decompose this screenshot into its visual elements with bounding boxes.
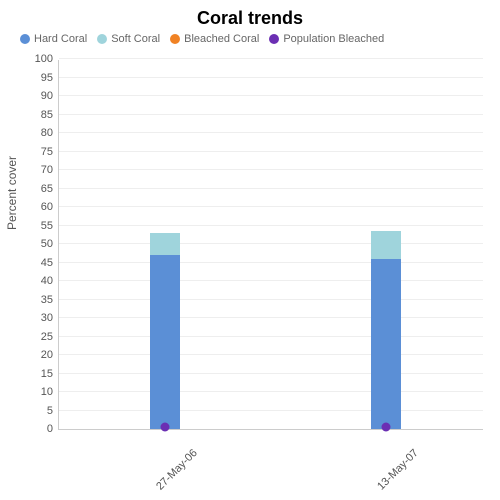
chart-title: Coral trends (0, 0, 500, 29)
gridline (59, 373, 483, 374)
y-tick: 70 (29, 164, 59, 176)
y-tick: 75 (29, 146, 59, 158)
x-tick-label: 13-May-07 (375, 447, 421, 493)
gridline (59, 58, 483, 59)
legend-label-bleached-coral: Bleached Coral (184, 33, 259, 45)
gridline (59, 336, 483, 337)
legend-marker-bleached-coral (170, 34, 180, 44)
y-tick: 15 (29, 368, 59, 380)
y-tick: 85 (29, 109, 59, 121)
gridline (59, 188, 483, 189)
legend-label-population-bleached: Population Bleached (283, 33, 384, 45)
population-bleached-dot (382, 423, 391, 432)
y-tick: 100 (29, 53, 59, 65)
gridline (59, 354, 483, 355)
y-tick: 95 (29, 72, 59, 84)
bar-segment (371, 259, 401, 429)
gridline (59, 262, 483, 263)
gridline (59, 95, 483, 96)
y-tick: 10 (29, 386, 59, 398)
y-tick: 50 (29, 238, 59, 250)
gridline (59, 132, 483, 133)
legend-item-hard-coral: Hard Coral (20, 33, 87, 45)
population-bleached-dot (161, 423, 170, 432)
y-tick: 20 (29, 349, 59, 361)
y-tick: 90 (29, 90, 59, 102)
legend-label-hard-coral: Hard Coral (34, 33, 87, 45)
y-tick: 5 (29, 405, 59, 417)
y-tick: 35 (29, 294, 59, 306)
bar-segment (150, 233, 180, 255)
legend-marker-population-bleached (269, 34, 279, 44)
gridline (59, 151, 483, 152)
gridline (59, 410, 483, 411)
bar-segment (371, 231, 401, 259)
gridline (59, 206, 483, 207)
y-tick: 45 (29, 257, 59, 269)
gridline (59, 391, 483, 392)
y-tick: 40 (29, 275, 59, 287)
legend-label-soft-coral: Soft Coral (111, 33, 160, 45)
bar-segment (150, 255, 180, 429)
y-tick: 55 (29, 220, 59, 232)
legend: Hard Coral Soft Coral Bleached Coral Pop… (0, 29, 500, 47)
y-tick: 30 (29, 312, 59, 324)
plot-area: 0510152025303540455055606570758085909510… (58, 60, 483, 430)
gridline (59, 280, 483, 281)
y-axis-label: Percent cover (5, 156, 19, 230)
gridline (59, 299, 483, 300)
legend-item-population-bleached: Population Bleached (269, 33, 384, 45)
legend-marker-hard-coral (20, 34, 30, 44)
legend-item-bleached-coral: Bleached Coral (170, 33, 259, 45)
gridline (59, 77, 483, 78)
gridline (59, 225, 483, 226)
x-tick-label: 27-May-06 (154, 447, 200, 493)
gridline (59, 317, 483, 318)
gridline (59, 114, 483, 115)
legend-item-soft-coral: Soft Coral (97, 33, 160, 45)
gridline (59, 169, 483, 170)
legend-marker-soft-coral (97, 34, 107, 44)
y-tick: 0 (29, 423, 59, 435)
gridline (59, 243, 483, 244)
y-tick: 65 (29, 183, 59, 195)
y-tick: 80 (29, 127, 59, 139)
y-tick: 60 (29, 201, 59, 213)
coral-trends-chart: Coral trends Hard Coral Soft Coral Bleac… (0, 0, 500, 500)
y-tick: 25 (29, 331, 59, 343)
